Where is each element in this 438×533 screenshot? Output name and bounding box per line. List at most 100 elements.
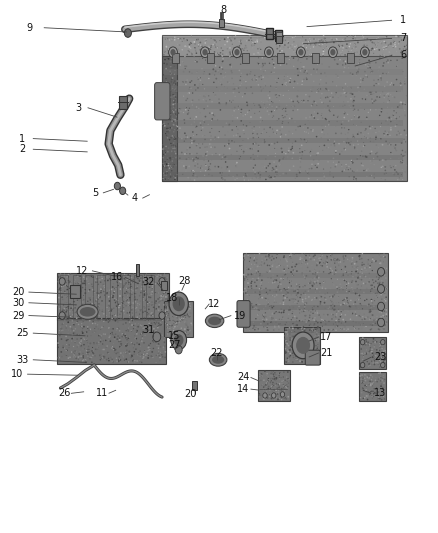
Point (124, 335, 131, 344)
Point (367, 259, 374, 267)
Point (197, 45, 204, 54)
Point (188, 98, 195, 106)
Point (256, 105, 263, 114)
Point (280, 284, 287, 293)
Point (98, 301, 105, 309)
Point (169, 114, 176, 123)
Point (261, 322, 268, 331)
Point (376, 46, 383, 54)
Point (374, 38, 381, 47)
Point (247, 301, 254, 310)
Point (177, 327, 184, 335)
Point (70, 321, 77, 329)
Point (280, 384, 287, 392)
Point (271, 139, 278, 148)
Point (283, 318, 290, 327)
Point (321, 69, 328, 77)
Point (356, 266, 363, 275)
Point (161, 122, 168, 130)
Point (296, 259, 303, 268)
Point (375, 288, 382, 297)
Point (331, 279, 338, 287)
Point (381, 283, 389, 292)
Point (186, 85, 193, 93)
Point (177, 317, 184, 325)
Point (168, 69, 175, 78)
Point (148, 286, 155, 295)
Point (333, 311, 340, 320)
Point (133, 333, 140, 342)
Point (357, 268, 364, 276)
Point (172, 136, 179, 144)
Point (351, 93, 358, 101)
Point (110, 288, 117, 297)
Point (167, 102, 174, 111)
Point (138, 336, 145, 344)
Point (114, 324, 121, 333)
Point (367, 307, 374, 316)
Point (290, 297, 297, 306)
Point (367, 287, 374, 296)
Point (199, 45, 206, 54)
Point (82, 270, 89, 279)
Point (114, 358, 121, 366)
Point (382, 33, 389, 42)
Point (317, 39, 324, 47)
Point (83, 312, 90, 320)
Point (256, 389, 263, 398)
Point (200, 92, 207, 100)
Point (245, 251, 252, 260)
Point (79, 345, 86, 353)
Point (290, 319, 297, 328)
Point (324, 93, 331, 101)
Point (64, 298, 71, 307)
Point (266, 171, 273, 180)
Point (297, 357, 304, 365)
Point (188, 31, 195, 40)
Point (183, 131, 190, 140)
Point (328, 325, 336, 334)
Point (71, 286, 78, 295)
Point (94, 279, 101, 288)
Point (125, 278, 132, 287)
Point (326, 167, 333, 176)
Point (263, 379, 270, 387)
Point (157, 320, 164, 329)
Point (159, 321, 166, 330)
Point (123, 334, 130, 342)
Point (377, 342, 384, 350)
Point (202, 80, 209, 89)
Point (141, 281, 148, 289)
Point (331, 305, 338, 313)
Point (365, 61, 372, 70)
Point (85, 304, 92, 313)
Point (287, 54, 294, 63)
Point (307, 278, 314, 286)
Point (375, 79, 382, 88)
Point (222, 41, 229, 49)
Point (273, 305, 280, 314)
Point (359, 334, 366, 342)
Point (342, 267, 349, 276)
Point (346, 42, 353, 51)
Point (279, 40, 286, 49)
Point (61, 291, 68, 300)
Point (274, 384, 281, 392)
Point (374, 377, 381, 386)
Point (307, 255, 314, 263)
Point (82, 357, 89, 365)
Point (346, 62, 353, 70)
Point (177, 301, 184, 309)
Point (253, 281, 260, 289)
Point (180, 170, 187, 179)
Point (401, 42, 408, 51)
Point (270, 322, 277, 330)
Point (240, 172, 247, 181)
Point (342, 275, 349, 284)
Point (198, 64, 205, 73)
Point (381, 127, 389, 135)
Point (367, 286, 374, 294)
Point (376, 345, 383, 353)
Point (402, 100, 409, 109)
Point (364, 393, 371, 401)
